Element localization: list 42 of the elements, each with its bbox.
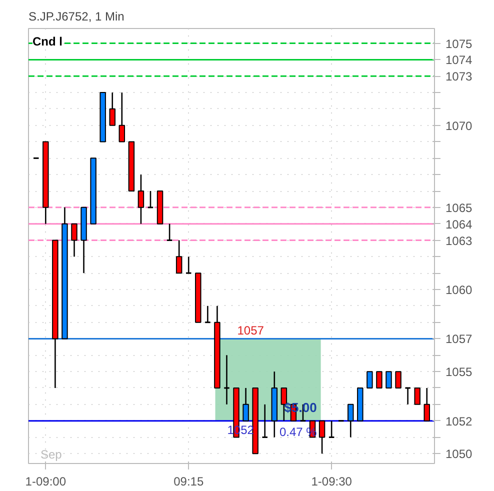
candlestick xyxy=(414,387,420,405)
candlestick xyxy=(376,371,382,388)
candlestick xyxy=(147,190,154,208)
annotation: 1057 xyxy=(237,324,264,338)
y-tick-label: 1070 xyxy=(446,118,473,133)
ref-line-label: 1052 xyxy=(446,414,473,428)
candlestick xyxy=(176,240,182,274)
annotation: Cnd l xyxy=(32,34,62,48)
ref-line-label: 1075 xyxy=(446,36,473,51)
candlestick xyxy=(118,92,126,142)
candlestick xyxy=(185,256,192,274)
candlestick xyxy=(261,404,268,438)
x-tick-label: 1-09:00 xyxy=(25,474,66,488)
candlestick xyxy=(242,387,249,422)
candlestick xyxy=(424,387,430,422)
candlestick xyxy=(204,305,212,324)
x-tick-label: 09:15 xyxy=(174,474,204,488)
ref-line-label: 1057 xyxy=(446,332,473,346)
candlestick xyxy=(386,371,392,388)
ref-line-label: 1074 xyxy=(446,53,473,68)
candlestick xyxy=(71,223,78,258)
candlestick xyxy=(366,371,373,388)
chart-title: S.JP.J6752, 1 Min xyxy=(28,10,124,24)
x-tick-label: 1-09:30 xyxy=(311,474,352,488)
candlestick xyxy=(395,371,402,388)
candlestick xyxy=(223,354,230,406)
candlestick xyxy=(348,404,354,438)
y-tick-label: 1055 xyxy=(446,365,473,380)
candlestick xyxy=(138,174,144,224)
y-tick-label: 1050 xyxy=(446,447,473,462)
annotation: 0.47 % xyxy=(279,424,318,439)
ref-line-label: 1073 xyxy=(446,70,473,84)
candlestick xyxy=(328,420,335,438)
ref-line-label: 1065 xyxy=(446,200,473,215)
ref-line-label: 1064 xyxy=(446,217,473,232)
y-tick-label: 1060 xyxy=(446,283,473,297)
candlestick xyxy=(404,387,412,406)
ref-line-label: 1063 xyxy=(446,234,473,248)
candlestick xyxy=(318,420,326,454)
annotation: Sep xyxy=(40,448,62,462)
candlestick xyxy=(109,92,116,126)
candlestick xyxy=(166,223,173,242)
